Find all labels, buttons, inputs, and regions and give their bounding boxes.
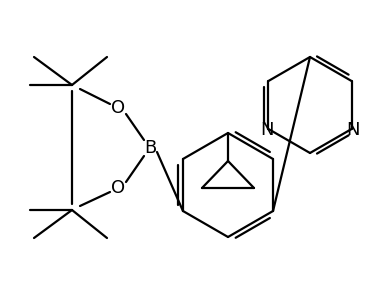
Text: B: B: [144, 139, 156, 157]
Text: O: O: [111, 99, 125, 117]
Text: N: N: [346, 121, 359, 139]
Text: N: N: [261, 121, 274, 139]
Text: O: O: [111, 179, 125, 197]
